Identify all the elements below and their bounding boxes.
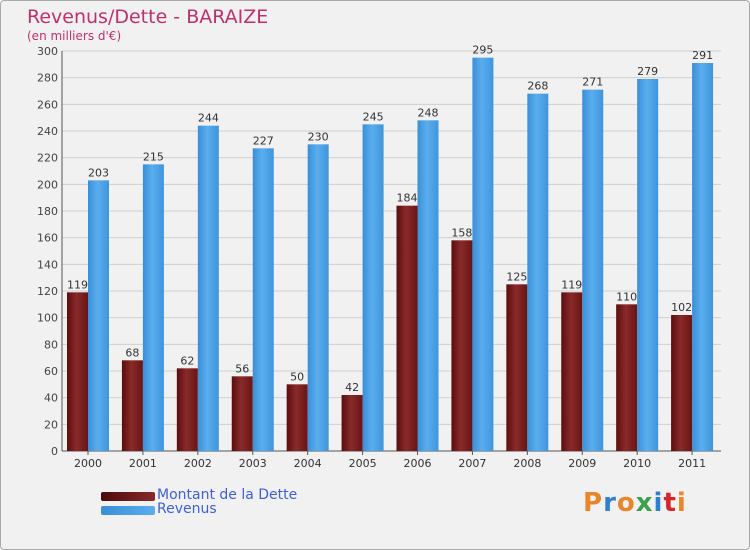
data-label-dette: 102 [671,301,692,314]
data-label-dette: 50 [290,370,304,383]
data-label-revenus: 227 [253,134,274,147]
data-label-dette: 56 [235,362,249,375]
data-label-dette: 62 [180,354,194,367]
y-tick-label: 60 [44,365,58,378]
bar-dette [506,284,528,451]
data-label-revenus: 245 [363,110,384,123]
y-tick-label: 160 [37,232,58,245]
bar-dette [396,205,418,451]
y-tick-label: 20 [44,418,58,431]
x-tick-label: 2005 [349,457,377,470]
y-tick-label: 40 [44,392,58,405]
x-tick-label: 2006 [404,457,432,470]
bar-dette [121,360,143,451]
bar-revenus [142,164,164,452]
bar-dette [231,376,253,451]
data-label-dette: 42 [345,381,359,394]
bar-revenus [88,180,109,452]
x-tick-label: 2007 [458,457,486,470]
data-label-dette: 68 [125,346,139,359]
data-label-revenus: 268 [527,80,548,93]
bar-dette [286,384,308,451]
data-label-dette: 158 [451,226,472,239]
legend-label-revenus: Revenus [157,501,217,517]
x-tick-label: 2001 [129,457,157,470]
y-tick-label: 300 [37,45,58,58]
data-label-dette: 125 [506,270,527,283]
logo-letter: r [603,488,617,518]
bar-revenus [692,63,714,451]
legend-swatch-revenus [101,506,155,515]
bar-revenus [362,124,384,451]
bar-dette [341,395,363,451]
logo-letter: i [653,488,664,518]
y-tick-label: 280 [37,72,58,85]
x-tick-label: 2002 [184,457,212,470]
bar-revenus [252,148,274,452]
proxiti-logo: Proxiti [583,488,687,518]
data-label-dette: 119 [67,278,88,291]
logo-letter: t [663,488,677,518]
bar-dette [451,240,473,451]
y-tick-label: 180 [37,205,58,218]
legend-swatch-dette [101,492,155,501]
y-tick-label: 140 [37,258,58,271]
legend-label-dette: Montant de la Dette [157,487,298,503]
data-label-revenus: 279 [637,65,658,78]
bar-revenus [472,57,494,452]
data-label-revenus: 248 [418,106,439,119]
data-label-revenus: 271 [582,76,603,89]
bar-revenus [582,89,604,452]
data-label-revenus: 291 [692,49,713,62]
data-label-revenus: 215 [143,150,164,163]
data-label-dette: 110 [616,290,637,303]
data-label-revenus: 203 [88,166,109,179]
bar-dette [616,304,638,451]
logo-letter: x [635,488,654,518]
data-label-dette: 119 [561,278,582,291]
chart-title: Revenus/Dette - BARAIZE [27,6,269,28]
y-tick-label: 80 [44,338,58,351]
bar-revenus [527,93,549,452]
chart-subtitle: (en milliers d'€) [27,29,122,43]
y-tick-label: 220 [37,152,58,165]
bar-revenus [197,125,219,452]
x-tick-label: 2011 [678,457,706,470]
bar-revenus [637,79,659,451]
data-label-revenus: 295 [472,44,493,57]
y-tick-label: 260 [37,98,58,111]
bar-revenus [307,144,329,452]
data-label-revenus: 230 [308,130,329,143]
y-tick-label: 200 [37,178,58,191]
logo-letter: i [676,488,687,518]
y-tick-label: 240 [37,125,58,138]
bar-dette [671,315,693,451]
plot-area [62,51,721,451]
data-label-revenus: 244 [198,112,219,125]
x-tick-label: 2008 [513,457,541,470]
logo-letter: o [616,488,636,518]
x-tick-label: 2003 [239,457,267,470]
y-tick-label: 120 [37,285,58,298]
bar-revenus [417,120,439,451]
x-tick-label: 2004 [294,457,322,470]
bar-dette [67,292,88,451]
y-tick-label: 0 [51,445,58,458]
x-tick-label: 2000 [74,457,102,470]
x-tick-label: 2009 [568,457,596,470]
y-tick-label: 100 [37,312,58,325]
bar-dette [561,292,583,451]
logo-letter: P [583,488,604,518]
bar-dette [176,368,198,451]
x-tick-label: 2010 [623,457,651,470]
data-label-dette: 184 [397,192,418,205]
